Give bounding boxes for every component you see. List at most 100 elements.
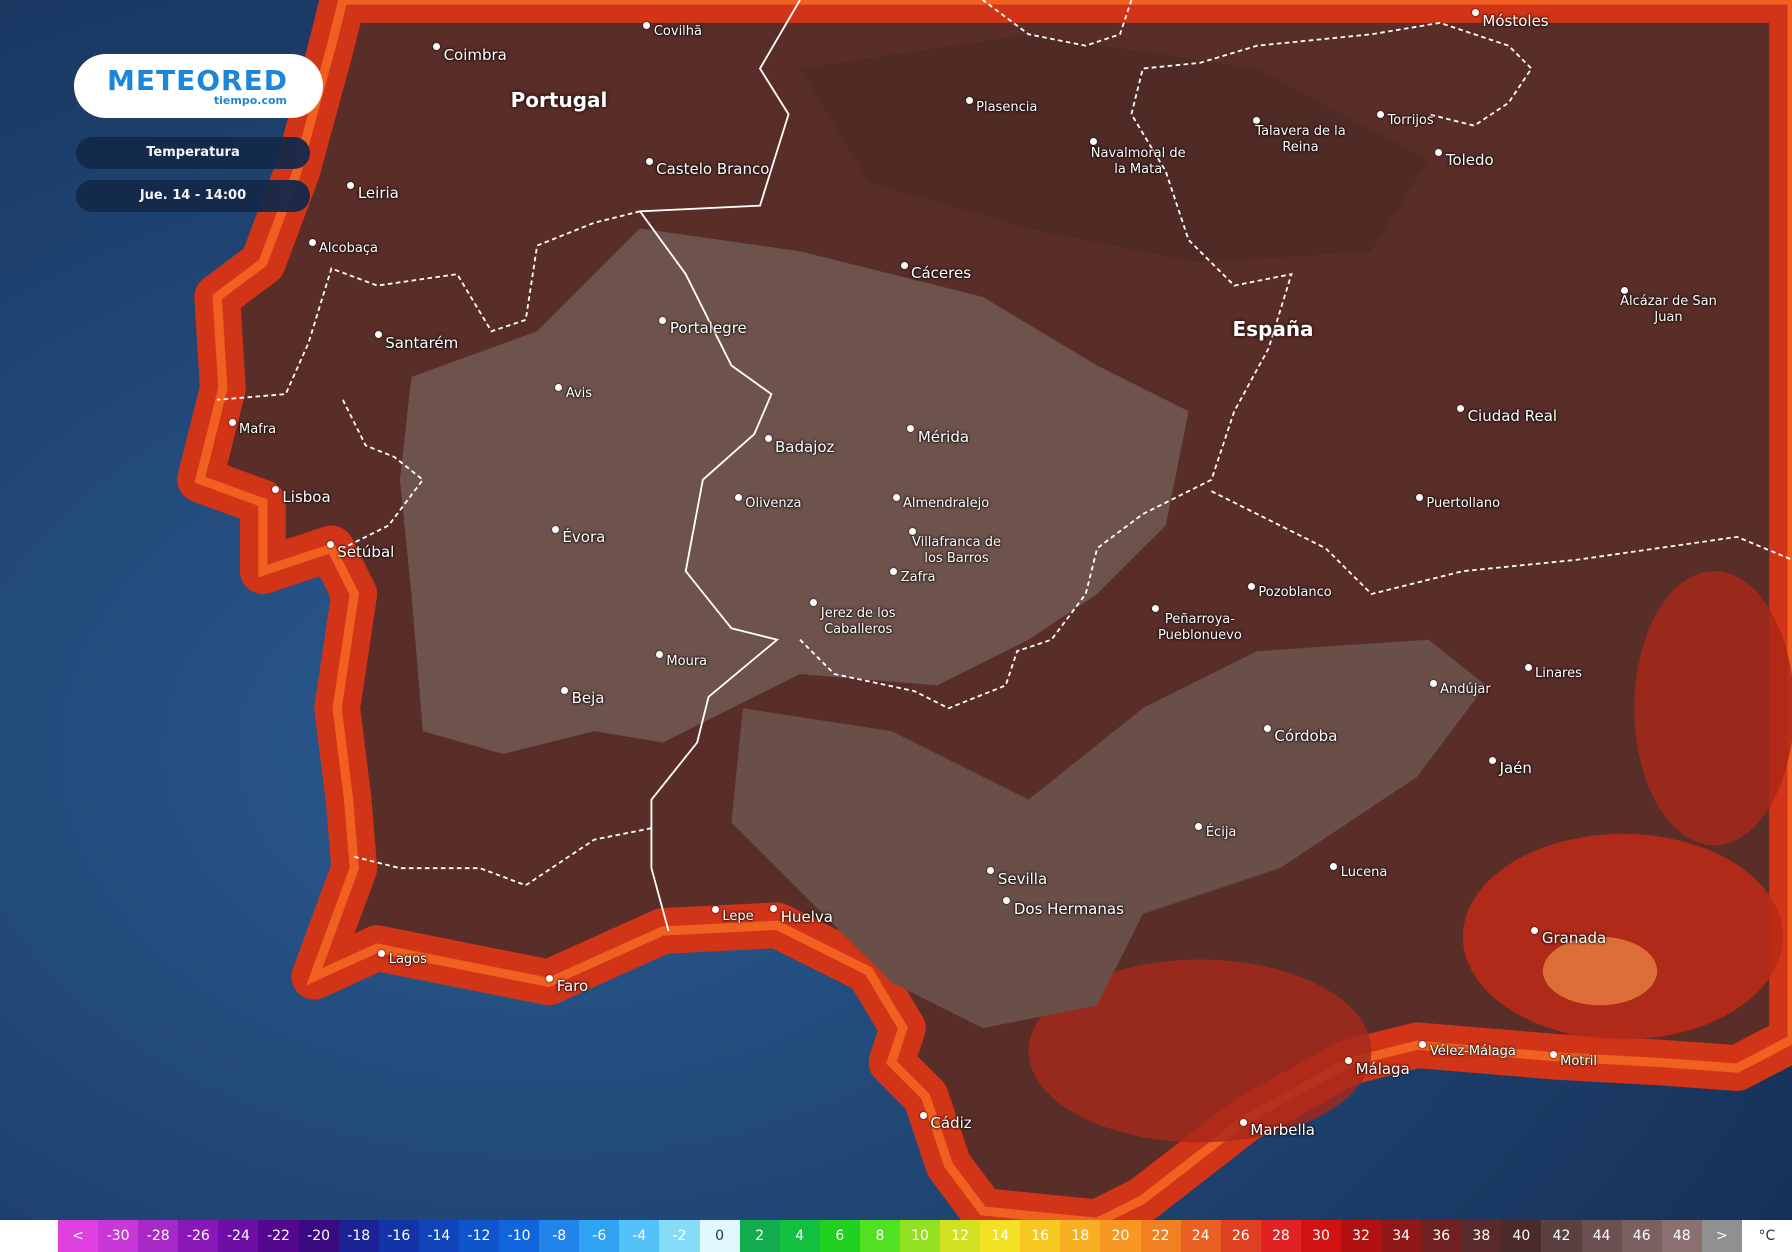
city-label: Mérida (917, 427, 970, 446)
city-label: Alcobaça (319, 241, 378, 257)
city-dot (1263, 724, 1271, 732)
city-label: Móstoles (1482, 11, 1549, 30)
legend-cell: < (58, 1220, 99, 1252)
city-label: Huelva (780, 907, 833, 926)
city-dot (555, 383, 563, 391)
city-label: Vélez-Málaga (1429, 1043, 1516, 1059)
time-label[interactable]: Jue. 14 - 14:00 (76, 180, 310, 212)
city-dot (1330, 862, 1338, 870)
city-dot (965, 97, 973, 105)
city-dot (1195, 822, 1203, 830)
legend-cell: -12 (458, 1220, 500, 1252)
city-label: Écija (1205, 825, 1237, 841)
city-dot (1090, 138, 1098, 146)
legend-cell: 12 (940, 1220, 981, 1252)
city-label: Talavera de la Reina (1255, 124, 1346, 155)
city-dot (1415, 493, 1423, 501)
city-label: Évora (562, 528, 606, 547)
legend-cell: 10 (899, 1220, 941, 1252)
legend-cell: 14 (980, 1220, 1021, 1252)
city-dot (655, 651, 663, 659)
logo[interactable]: METEORED tiempo.com (74, 54, 323, 118)
city-label: Ciudad Real (1467, 407, 1558, 425)
city-dot (907, 425, 915, 433)
city-label: Cáceres (911, 264, 972, 283)
city-label: Jerez de los Caballeros (820, 606, 896, 638)
city-dot (1345, 1057, 1353, 1065)
city-label: Motril (1560, 1053, 1597, 1069)
legend-cell: 18 (1060, 1220, 1101, 1252)
city-dot (271, 485, 279, 493)
city-label: Lucena (1340, 865, 1388, 881)
legend-cell: > (1701, 1220, 1742, 1252)
city-dot (711, 906, 719, 914)
legend-cell: -6 (579, 1220, 620, 1252)
city-label: Avis (565, 386, 593, 402)
logo-text: METEORED (107, 64, 288, 97)
city-label: Jaén (1499, 759, 1532, 777)
legend-icon (0, 1220, 58, 1252)
city-dot (326, 540, 334, 548)
legend-unit: °C (1741, 1220, 1792, 1252)
city-dot (347, 181, 355, 189)
city-label: Pozoblanco (1258, 585, 1332, 601)
city-label: Cádiz (930, 1114, 972, 1133)
city-label: Leiria (357, 184, 399, 203)
city-dot (1377, 110, 1385, 118)
city-dot (1247, 582, 1255, 590)
legend-cell: 26 (1220, 1220, 1261, 1252)
city-dot (900, 261, 908, 269)
city-dot (1239, 1118, 1247, 1126)
city-dot (1531, 926, 1539, 934)
city-label: Almendralejo (903, 496, 990, 512)
legend-cell: 32 (1341, 1220, 1382, 1252)
country-label: España (1232, 317, 1314, 341)
legend-cell: 34 (1381, 1220, 1422, 1252)
city-dot (551, 525, 559, 533)
city-label: Santarém (385, 333, 459, 352)
city-label: Lepe (722, 908, 754, 924)
legend-cell: -20 (298, 1220, 339, 1252)
legend-cell: -10 (499, 1220, 540, 1252)
city-label: Navalmoral de la Mata (1090, 145, 1186, 177)
legend-cell: -14 (418, 1220, 459, 1252)
city-dot (659, 316, 667, 324)
legend-cell: 30 (1300, 1220, 1341, 1252)
city-label: Zafra (900, 570, 936, 586)
logo-subtext: tiempo.com (213, 94, 287, 107)
legend-cell: -26 (178, 1220, 219, 1252)
city-label: Peñarroya-Pueblonuevo (1158, 612, 1242, 643)
city-dot (546, 974, 554, 982)
city-dot (1252, 116, 1260, 124)
city-dot (1457, 404, 1465, 412)
legend-cell: 20 (1100, 1220, 1141, 1252)
city-dot (892, 493, 900, 501)
city-label: Marbella (1250, 1121, 1315, 1140)
city-dot (1471, 9, 1479, 17)
city-dot (1435, 148, 1443, 156)
city-label: Portalegre (669, 319, 747, 337)
city-label: Coimbra (443, 45, 507, 64)
legend-cell: 44 (1581, 1220, 1622, 1252)
legend-cell: 46 (1621, 1220, 1662, 1252)
legend-cell: 16 (1020, 1220, 1061, 1252)
city-label: Puertollano (1426, 496, 1501, 512)
city-label: Dos Hermanas (1013, 899, 1124, 918)
legend-cell: -16 (378, 1220, 419, 1252)
city-label: Villafranca de los Barros (911, 535, 1002, 567)
city-label: Castelo Branco (656, 160, 770, 179)
city-label: Faro (556, 977, 589, 996)
city-label: Lisboa (282, 488, 331, 507)
layer-label[interactable]: Temperatura (76, 137, 310, 169)
legend-cell: 48 (1661, 1220, 1702, 1252)
city-dot (919, 1111, 927, 1119)
city-dot (1419, 1041, 1427, 1049)
city-label: Beja (571, 689, 605, 708)
city-label: Moura (666, 653, 708, 669)
city-dot (308, 238, 316, 246)
city-dot (1620, 286, 1628, 294)
legend-cell: -8 (539, 1220, 580, 1252)
city-dot (1524, 663, 1532, 671)
legend-cell: 0 (699, 1220, 740, 1252)
